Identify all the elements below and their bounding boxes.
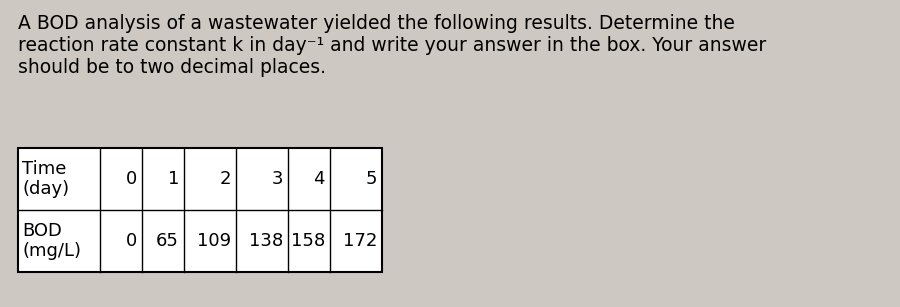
Text: 3: 3	[272, 170, 283, 188]
Text: 109: 109	[197, 232, 231, 250]
Bar	[18, 148, 382, 272]
Text: Time
(day): Time (day)	[22, 160, 69, 198]
Text: 65: 65	[156, 232, 179, 250]
Text: 138: 138	[248, 232, 283, 250]
Text: BOD
(mg/L): BOD (mg/L)	[22, 222, 81, 260]
Text: 0: 0	[126, 170, 137, 188]
Text: should be to two decimal places.: should be to two decimal places.	[18, 58, 326, 77]
Text: 158: 158	[291, 232, 325, 250]
Text: 1: 1	[167, 170, 179, 188]
Text: 4: 4	[313, 170, 325, 188]
Text: 0: 0	[126, 232, 137, 250]
Text: A BOD analysis of a wastewater yielded the following results. Determine the: A BOD analysis of a wastewater yielded t…	[18, 14, 735, 33]
Text: 2: 2	[220, 170, 231, 188]
Text: reaction rate constant k in day⁻¹ and write your answer in the box. Your answer: reaction rate constant k in day⁻¹ and wr…	[18, 36, 766, 55]
Text: 172: 172	[343, 232, 377, 250]
Text: 5: 5	[365, 170, 377, 188]
